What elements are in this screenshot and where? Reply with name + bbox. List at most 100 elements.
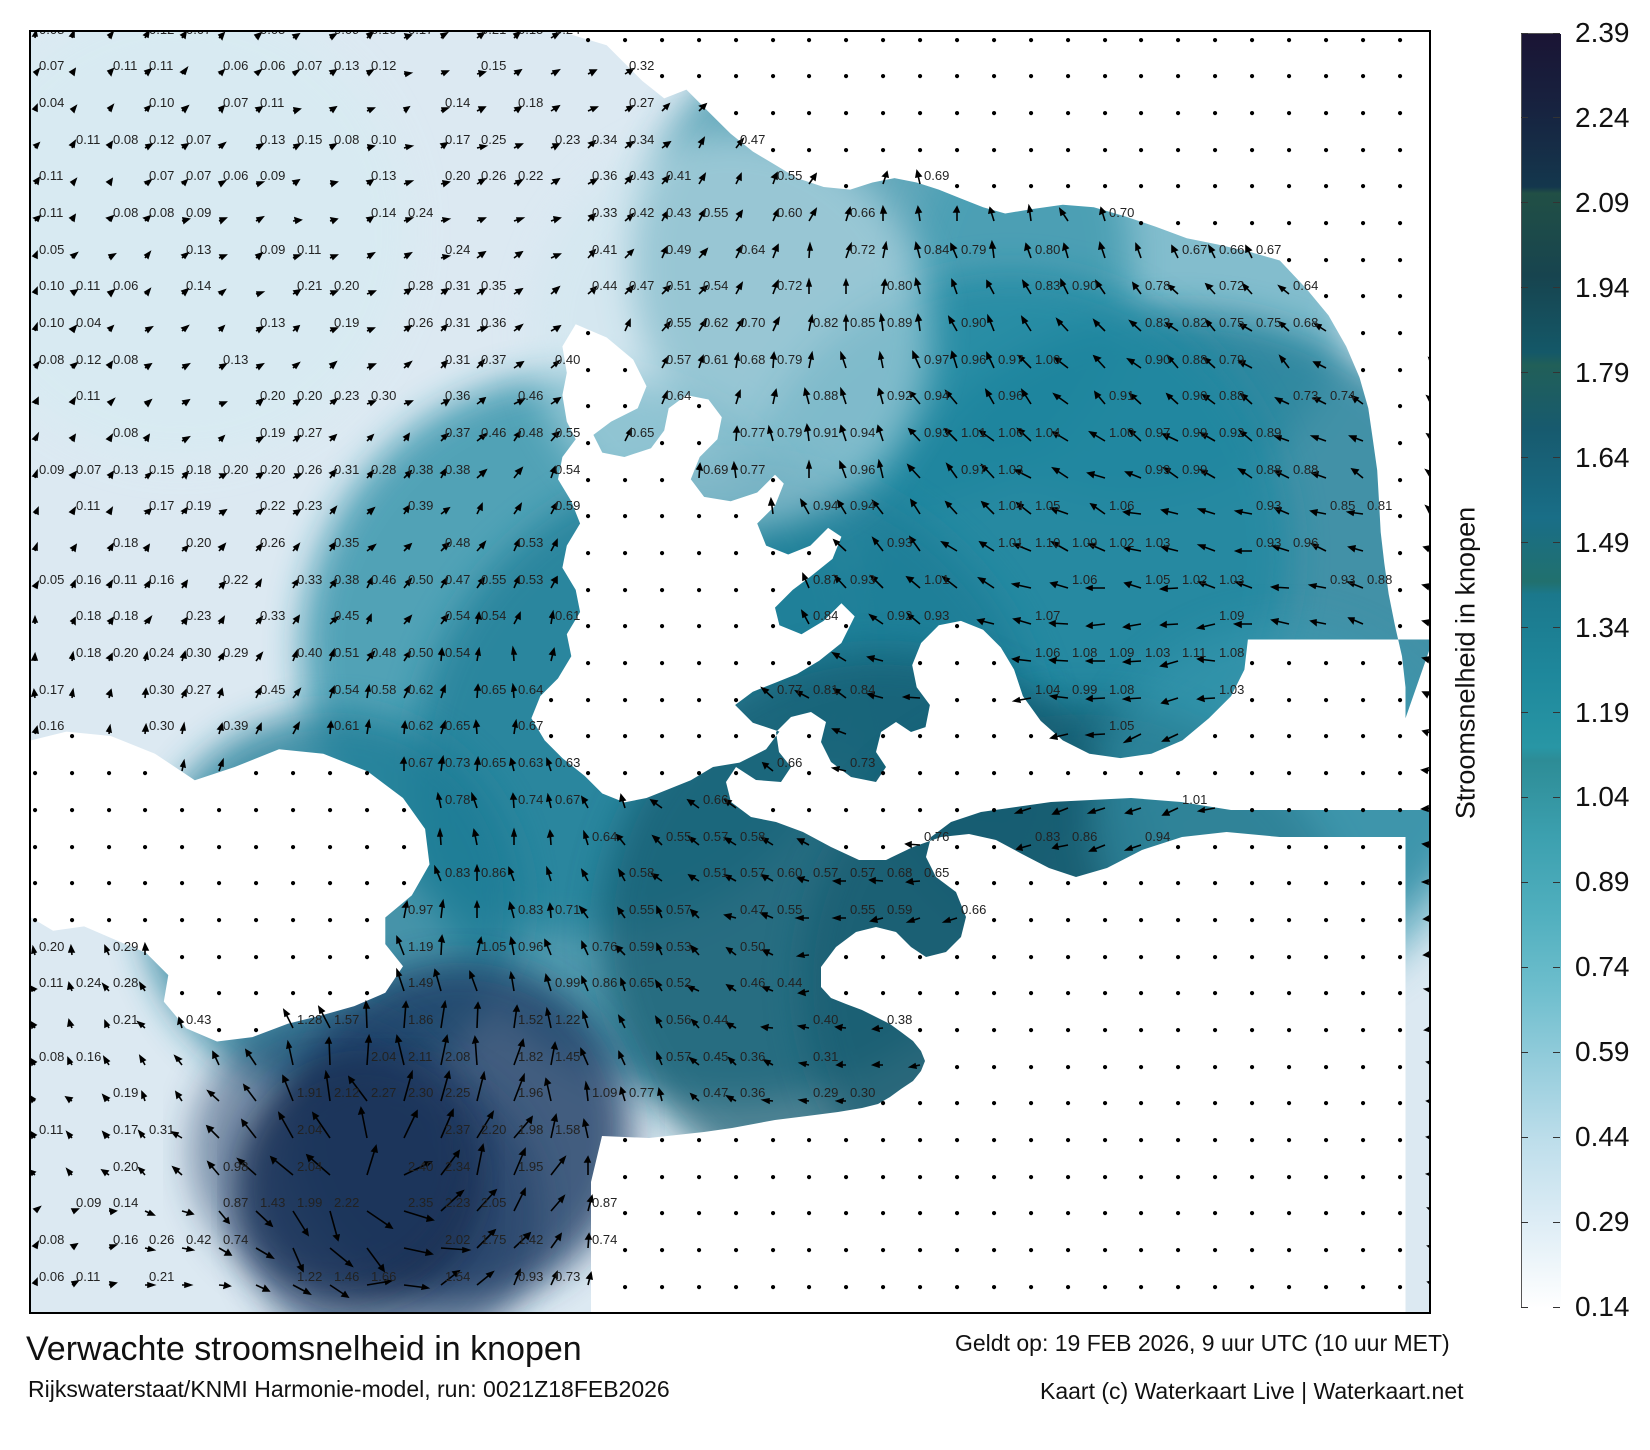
svg-text:0.53: 0.53 — [666, 939, 691, 954]
svg-text:0.37: 0.37 — [445, 425, 470, 440]
svg-text:0.08: 0.08 — [113, 352, 138, 367]
svg-text:0.50: 0.50 — [740, 939, 765, 954]
svg-text:0.77: 0.77 — [740, 462, 765, 477]
svg-text:0.27: 0.27 — [629, 95, 654, 110]
svg-text:0.11: 0.11 — [113, 58, 137, 73]
svg-text:1.05: 1.05 — [1035, 498, 1060, 513]
svg-text:0.42: 0.42 — [186, 1232, 211, 1247]
svg-text:0.92: 0.92 — [887, 388, 912, 403]
svg-text:1.05: 1.05 — [1145, 572, 1170, 587]
svg-text:0.15: 0.15 — [481, 58, 506, 73]
svg-text:0.33: 0.33 — [297, 572, 322, 587]
svg-text:0.47: 0.47 — [740, 902, 765, 917]
svg-text:0.97: 0.97 — [408, 902, 433, 917]
svg-text:0.43: 0.43 — [666, 205, 691, 220]
svg-text:0.79: 0.79 — [961, 242, 986, 257]
svg-text:0.91: 0.91 — [813, 425, 838, 440]
svg-text:0.54: 0.54 — [555, 462, 580, 477]
svg-text:0.07: 0.07 — [223, 95, 248, 110]
svg-text:0.65: 0.65 — [629, 425, 654, 440]
svg-text:0.97: 0.97 — [998, 352, 1023, 367]
svg-text:0.40: 0.40 — [555, 352, 580, 367]
svg-text:0.30: 0.30 — [149, 718, 174, 733]
svg-text:0.05: 0.05 — [39, 242, 64, 257]
svg-text:0.41: 0.41 — [592, 242, 617, 257]
svg-text:0.79: 0.79 — [777, 425, 802, 440]
svg-text:0.36: 0.36 — [592, 168, 617, 183]
svg-text:0.48: 0.48 — [518, 425, 543, 440]
svg-text:0.20: 0.20 — [260, 462, 285, 477]
svg-text:1.06: 1.06 — [1072, 572, 1097, 587]
svg-text:0.65: 0.65 — [629, 975, 654, 990]
svg-text:0.06: 0.06 — [223, 58, 248, 73]
svg-text:0.06: 0.06 — [223, 168, 248, 183]
svg-text:0.82: 0.82 — [813, 315, 838, 330]
svg-text:0.74: 0.74 — [592, 1232, 617, 1247]
svg-text:0.99: 0.99 — [1145, 462, 1170, 477]
svg-text:0.15: 0.15 — [149, 462, 174, 477]
svg-text:0.56: 0.56 — [666, 1012, 691, 1027]
svg-text:0.20: 0.20 — [113, 645, 138, 660]
svg-text:0.16: 0.16 — [371, 32, 396, 37]
svg-text:0.67: 0.67 — [555, 792, 580, 807]
svg-text:0.47: 0.47 — [740, 132, 765, 147]
svg-text:0.08: 0.08 — [149, 205, 174, 220]
svg-text:0.97: 0.97 — [961, 462, 986, 477]
svg-text:0.34: 0.34 — [592, 132, 617, 147]
svg-text:0.88: 0.88 — [1256, 462, 1281, 477]
svg-text:0.75: 0.75 — [1219, 315, 1244, 330]
svg-text:0.21: 0.21 — [113, 1012, 138, 1027]
svg-text:0.18: 0.18 — [76, 645, 101, 660]
svg-text:0.38: 0.38 — [445, 462, 470, 477]
svg-text:0.71: 0.71 — [555, 902, 580, 917]
svg-text:0.82: 0.82 — [1182, 315, 1207, 330]
svg-text:0.46: 0.46 — [518, 388, 543, 403]
svg-text:0.07: 0.07 — [186, 132, 211, 147]
svg-text:0.22: 0.22 — [223, 572, 248, 587]
svg-text:2.23: 2.23 — [445, 1195, 470, 1210]
svg-text:0.77: 0.77 — [629, 1085, 654, 1100]
svg-text:0.96: 0.96 — [998, 388, 1023, 403]
svg-text:0.30: 0.30 — [186, 645, 211, 660]
svg-text:0.94: 0.94 — [850, 425, 875, 440]
svg-text:2.22: 2.22 — [334, 1195, 359, 1210]
svg-text:0.23: 0.23 — [297, 498, 322, 513]
svg-text:0.26: 0.26 — [297, 462, 322, 477]
svg-text:0.06: 0.06 — [113, 278, 138, 293]
svg-text:1.09: 1.09 — [1219, 608, 1244, 623]
svg-text:2.04: 2.04 — [371, 1049, 396, 1064]
svg-text:0.34: 0.34 — [629, 132, 654, 147]
svg-text:0.69: 0.69 — [703, 462, 728, 477]
svg-text:0.12: 0.12 — [76, 352, 101, 367]
svg-text:0.55: 0.55 — [629, 902, 654, 917]
svg-text:0.24: 0.24 — [555, 32, 580, 37]
svg-text:0.13: 0.13 — [113, 462, 138, 477]
svg-text:1.52: 1.52 — [518, 1012, 543, 1027]
svg-text:0.93: 0.93 — [1330, 572, 1355, 587]
svg-text:0.65: 0.65 — [481, 682, 506, 697]
svg-text:0.23: 0.23 — [334, 388, 359, 403]
svg-text:0.55: 0.55 — [777, 902, 802, 917]
svg-text:0.54: 0.54 — [334, 682, 359, 697]
svg-text:0.25: 0.25 — [481, 132, 506, 147]
svg-text:1.75: 1.75 — [481, 1232, 506, 1247]
svg-text:0.43: 0.43 — [186, 1012, 211, 1027]
svg-text:1.54: 1.54 — [445, 1269, 470, 1284]
svg-text:0.45: 0.45 — [334, 608, 359, 623]
svg-text:0.07: 0.07 — [186, 168, 211, 183]
svg-text:0.64: 0.64 — [666, 388, 691, 403]
svg-text:2.37: 2.37 — [445, 1122, 470, 1137]
svg-text:1.09: 1.09 — [1109, 645, 1134, 660]
svg-text:0.67: 0.67 — [1256, 242, 1281, 257]
svg-text:1.86: 1.86 — [408, 1012, 433, 1027]
svg-text:0.57: 0.57 — [703, 829, 728, 844]
svg-text:0.66: 0.66 — [961, 902, 986, 917]
svg-text:0.46: 0.46 — [371, 572, 396, 587]
svg-text:0.79: 0.79 — [777, 352, 802, 367]
svg-text:0.11: 0.11 — [76, 1269, 100, 1284]
svg-text:0.36: 0.36 — [740, 1085, 765, 1100]
svg-text:0.20: 0.20 — [223, 462, 248, 477]
svg-text:0.55: 0.55 — [703, 205, 728, 220]
svg-text:0.99: 0.99 — [1072, 682, 1097, 697]
svg-text:0.88: 0.88 — [1367, 572, 1392, 587]
